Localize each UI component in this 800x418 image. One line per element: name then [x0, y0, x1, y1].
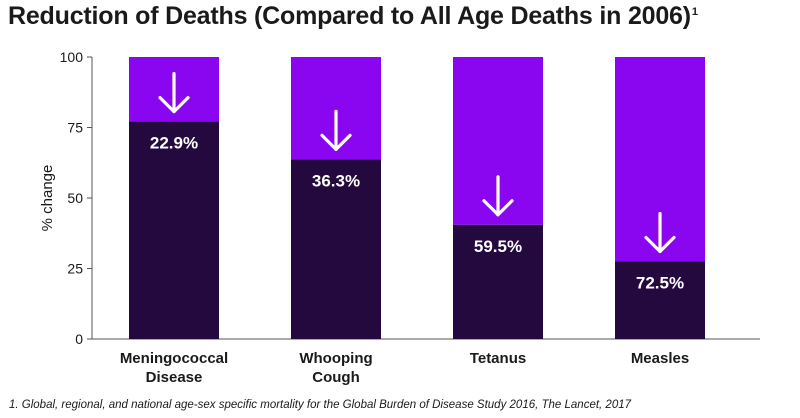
bar-data-label: 59.5% — [474, 237, 522, 256]
arrow-head — [320, 133, 352, 151]
y-tick-label: 100 — [60, 49, 84, 65]
down-arrow-icon — [158, 71, 190, 114]
footnote: 1. Global, regional, and national age-se… — [9, 399, 632, 411]
x-category-label: Tetanus — [470, 350, 526, 367]
bars-group: 22.9% 36.3% 59.5% 72.5% — [129, 57, 705, 339]
chart-title: Reduction of Deaths (Compared to All Age… — [8, 2, 698, 31]
bar-remaining-segment — [453, 224, 543, 339]
title-footnote-marker: 1 — [691, 6, 698, 18]
arrow-head — [482, 199, 514, 217]
down-arrow-icon — [482, 175, 514, 217]
x-category-label: Measles — [631, 350, 689, 367]
down-arrow-icon — [320, 109, 352, 151]
chart-title-text: Reduction of Deaths (Compared to All Age… — [8, 2, 691, 30]
bar-remaining-segment — [129, 121, 219, 339]
stacked-bar-chart: 0 25 50 75 100 22.9% 36.3% 59.5% 72.5% Meningoc… — [39, 49, 760, 386]
arrow-head — [158, 95, 190, 114]
bar-data-label: 36.3% — [312, 171, 360, 190]
y-tick-label: 25 — [67, 261, 83, 277]
y-tick-label: 50 — [67, 190, 83, 206]
bar-data-label: 72.5% — [636, 273, 684, 292]
bar-data-label: 22.9% — [150, 134, 198, 153]
x-category-label: Meningococcal — [120, 350, 228, 367]
arrow-head — [644, 235, 676, 254]
y-tick-label: 0 — [75, 331, 83, 347]
y-tick-label: 75 — [67, 120, 83, 136]
x-axis-labels: Meningococcal Disease Whooping Cough Tetanus… — [120, 350, 689, 386]
x-category-label: Disease — [146, 369, 203, 386]
bar-remaining-segment — [291, 159, 381, 339]
y-axis-label: % change — [39, 165, 56, 232]
x-category-label: Whooping — [299, 350, 372, 367]
bar-remaining-segment — [615, 261, 705, 339]
x-category-label: Cough — [312, 369, 359, 386]
down-arrow-icon — [644, 211, 676, 254]
